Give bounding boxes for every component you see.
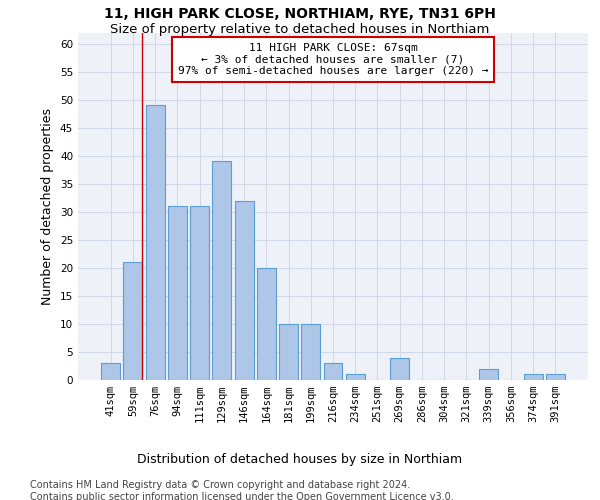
Bar [190,206,209,380]
Bar [524,374,542,380]
Bar [212,162,231,380]
Text: 11 HIGH PARK CLOSE: 67sqm
← 3% of detached houses are smaller (7)
97% of semi-de: 11 HIGH PARK CLOSE: 67sqm ← 3% of detach… [178,43,488,76]
Bar [390,358,409,380]
Bar [301,324,320,380]
Bar [479,369,498,380]
Text: Distribution of detached houses by size in Northiam: Distribution of detached houses by size … [137,452,463,466]
Bar [146,106,164,380]
Bar [257,268,276,380]
Text: Contains HM Land Registry data © Crown copyright and database right 2024.
Contai: Contains HM Land Registry data © Crown c… [30,480,454,500]
Bar [546,374,565,380]
Bar [124,262,142,380]
Bar [235,200,254,380]
Bar [323,363,343,380]
Y-axis label: Number of detached properties: Number of detached properties [41,108,55,304]
Text: 11, HIGH PARK CLOSE, NORTHIAM, RYE, TN31 6PH: 11, HIGH PARK CLOSE, NORTHIAM, RYE, TN31… [104,8,496,22]
Text: Size of property relative to detached houses in Northiam: Size of property relative to detached ho… [110,22,490,36]
Bar [168,206,187,380]
Bar [101,363,120,380]
Bar [279,324,298,380]
Bar [346,374,365,380]
